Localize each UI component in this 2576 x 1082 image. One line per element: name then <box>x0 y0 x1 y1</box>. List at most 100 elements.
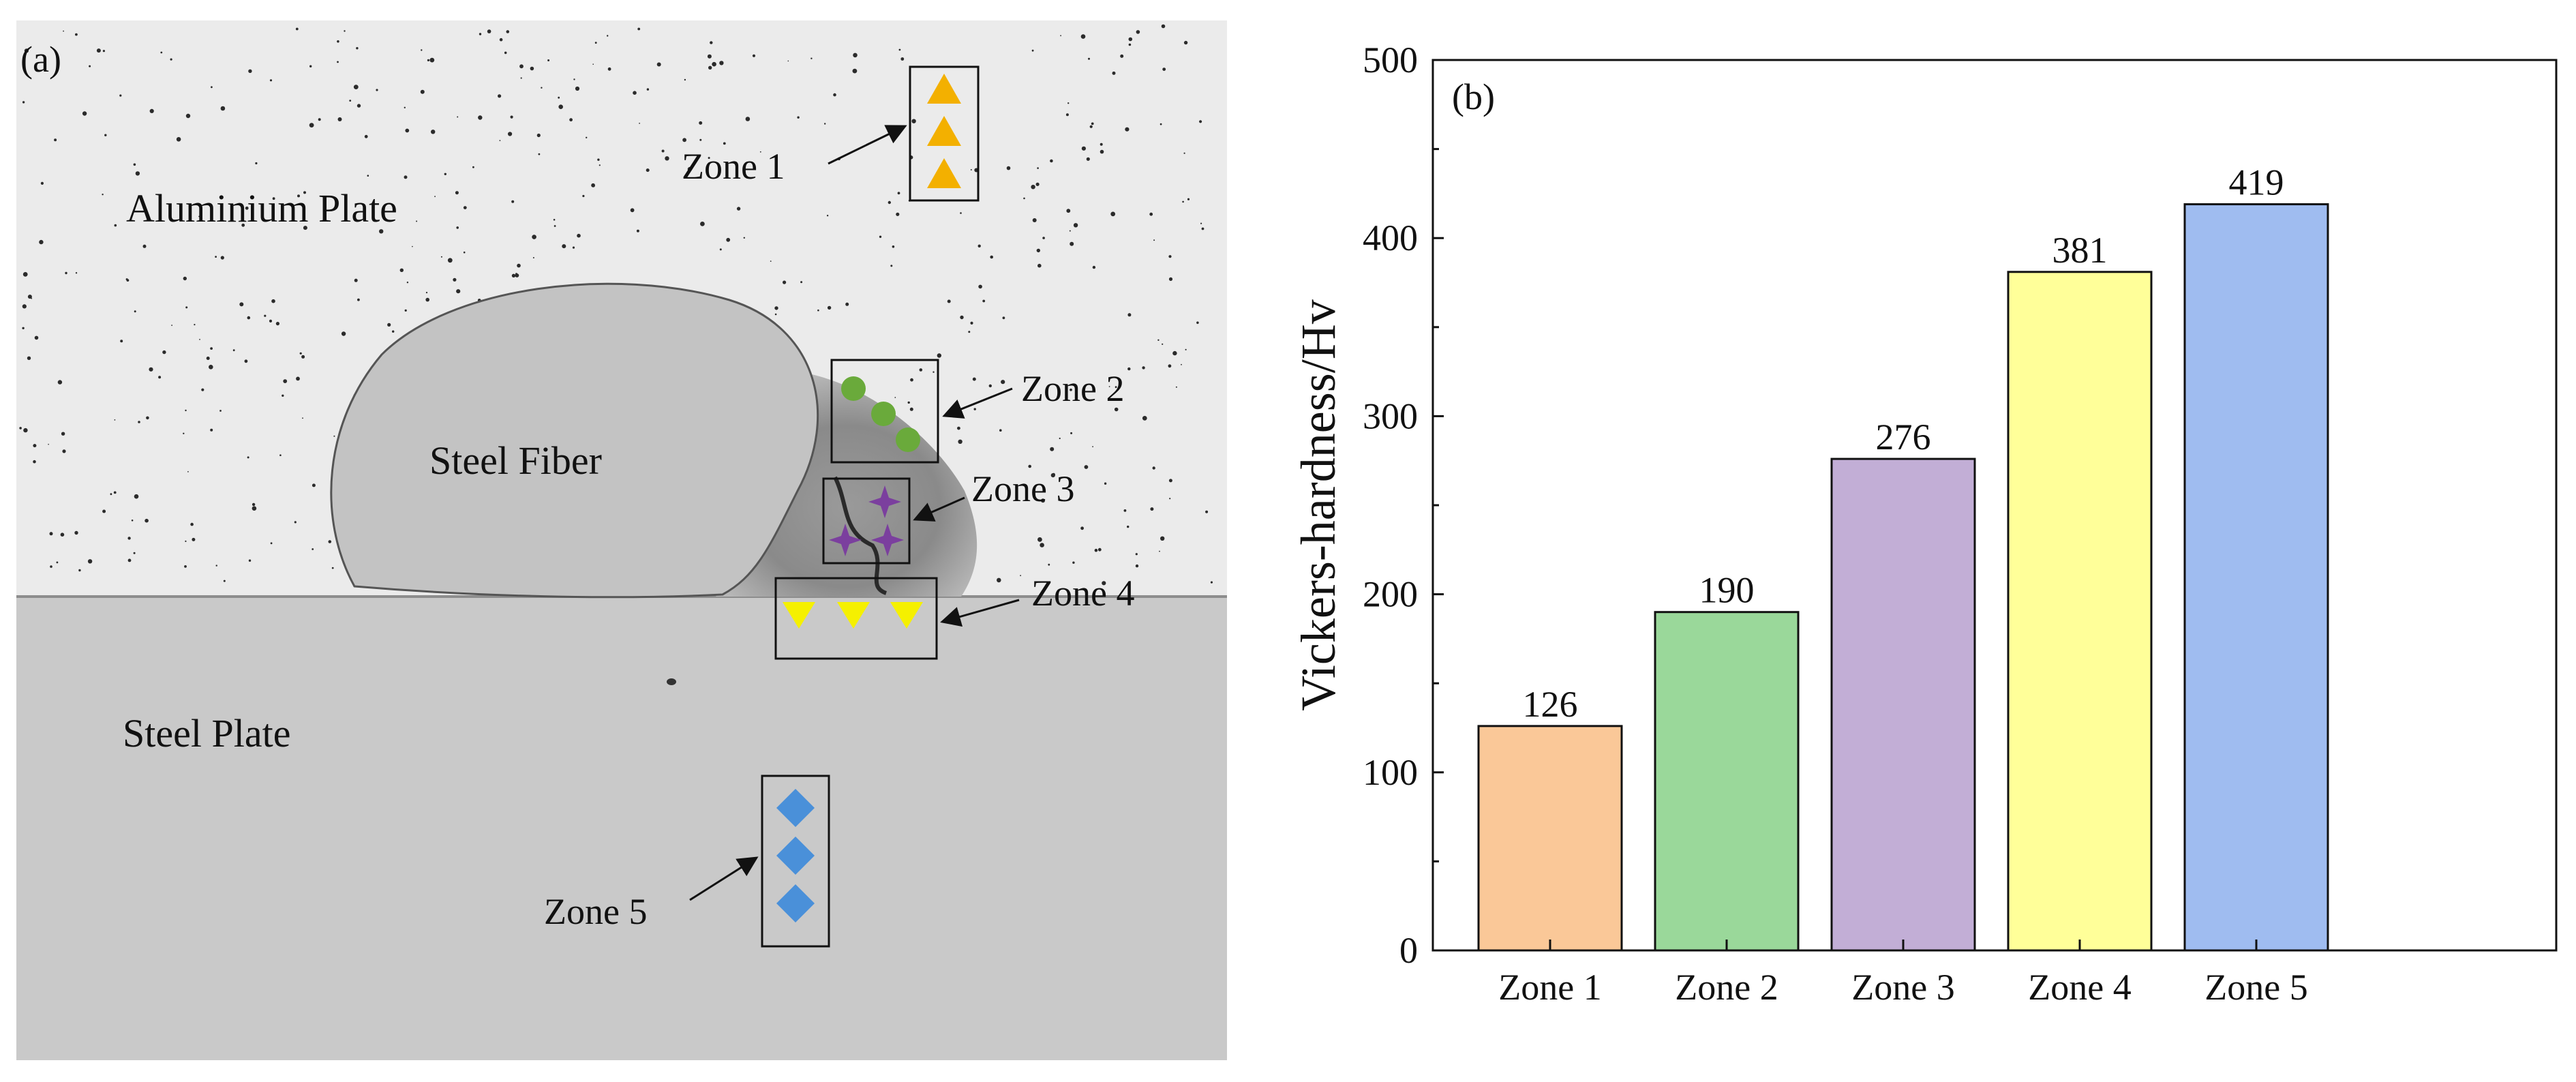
x-tick-label: Zone 2 <box>1675 967 1778 1008</box>
bar-zone-1 <box>1477 725 1623 952</box>
speckle <box>211 86 213 89</box>
speckle <box>39 239 44 245</box>
speckle <box>607 35 609 37</box>
speckle <box>1168 364 1172 368</box>
speckle <box>102 194 104 196</box>
speckle <box>232 349 235 352</box>
speckle <box>114 419 116 421</box>
speckle <box>333 435 335 437</box>
speckle <box>1094 548 1098 552</box>
zone-2-group: Zone 2 <box>830 359 1124 464</box>
speckle <box>241 223 245 227</box>
speckle <box>1159 550 1160 552</box>
speckle <box>957 426 960 430</box>
speckle <box>406 282 409 284</box>
speckle <box>1160 123 1162 125</box>
zone-2-arrow <box>942 387 1013 419</box>
zone-5-box <box>761 775 830 948</box>
reaction-zone <box>716 372 978 597</box>
speckle <box>220 256 224 260</box>
speckle <box>774 306 778 310</box>
crack-line <box>833 476 888 595</box>
zone-5-marker <box>776 789 815 827</box>
speckle <box>271 299 275 303</box>
speckle <box>898 48 901 51</box>
speckle <box>586 136 588 138</box>
speckle <box>597 158 600 161</box>
speckle <box>61 432 65 436</box>
speckle <box>970 321 973 325</box>
speckle <box>239 302 244 307</box>
speckle <box>22 101 25 104</box>
speckle <box>270 542 273 545</box>
speckle <box>62 449 66 453</box>
speckle <box>1048 563 1050 566</box>
speckle <box>554 225 556 227</box>
speckle <box>498 94 502 98</box>
speckle <box>511 273 516 277</box>
speckle <box>538 153 541 155</box>
speckle <box>296 376 300 381</box>
speckle <box>1052 472 1055 477</box>
speckle <box>149 108 154 113</box>
speckle <box>633 91 637 95</box>
speckle <box>48 443 49 445</box>
speckle <box>833 93 836 97</box>
speckle <box>145 518 149 523</box>
speckle <box>199 339 200 340</box>
speckle <box>1025 397 1027 400</box>
speckle <box>910 378 913 382</box>
speckle <box>1042 237 1045 239</box>
speckle <box>1152 466 1155 470</box>
speckle <box>206 357 210 360</box>
speckle <box>269 319 273 322</box>
speckle <box>455 191 459 195</box>
speckle <box>184 565 187 568</box>
hardness-bar-chart: (b) Vickers-hardness/Hv 0 100 200 300 400 500… <box>1291 40 2558 1008</box>
speckle <box>553 219 556 221</box>
speckle <box>978 244 981 247</box>
zone-1-label: Zone 1 <box>682 146 785 187</box>
zone-1-marker <box>927 74 961 104</box>
speckle <box>1161 24 1166 29</box>
speckle <box>1127 367 1131 371</box>
speckle <box>978 284 982 289</box>
speckle <box>252 502 256 507</box>
speckle <box>1092 265 1096 269</box>
speckle <box>909 407 913 411</box>
speckle <box>75 33 78 36</box>
speckle <box>1023 197 1025 200</box>
speckle <box>656 62 661 67</box>
y-tick-label: 200 <box>1363 574 1418 615</box>
zone-4-marker <box>837 602 870 629</box>
steel-plate-region <box>16 597 1227 1060</box>
speckle <box>783 280 787 284</box>
speckle <box>142 244 147 248</box>
speckle <box>297 194 300 198</box>
speckle <box>972 377 976 381</box>
speckle <box>973 408 976 410</box>
speckle <box>1086 157 1090 161</box>
speckle <box>1037 167 1039 169</box>
speckle <box>598 164 601 166</box>
speckle <box>1196 321 1199 325</box>
speckle <box>661 149 665 153</box>
bar-value-label: 276 <box>1876 417 1931 457</box>
speckle <box>215 565 217 567</box>
speckle <box>988 384 992 388</box>
speckle <box>591 183 595 187</box>
speckle <box>1092 446 1093 447</box>
speckle <box>519 64 524 69</box>
zone-4-marker <box>783 602 815 629</box>
speckle <box>506 30 510 33</box>
speckle <box>416 220 418 222</box>
speckle <box>1128 37 1133 42</box>
speckle <box>245 206 249 210</box>
speckle <box>530 66 534 71</box>
zone-1-marker <box>927 116 961 146</box>
zone-4-arrow <box>940 599 1020 627</box>
speckle <box>1089 125 1093 128</box>
zone-1-box <box>909 65 980 202</box>
speckle <box>113 491 117 494</box>
speckle <box>1059 437 1061 440</box>
